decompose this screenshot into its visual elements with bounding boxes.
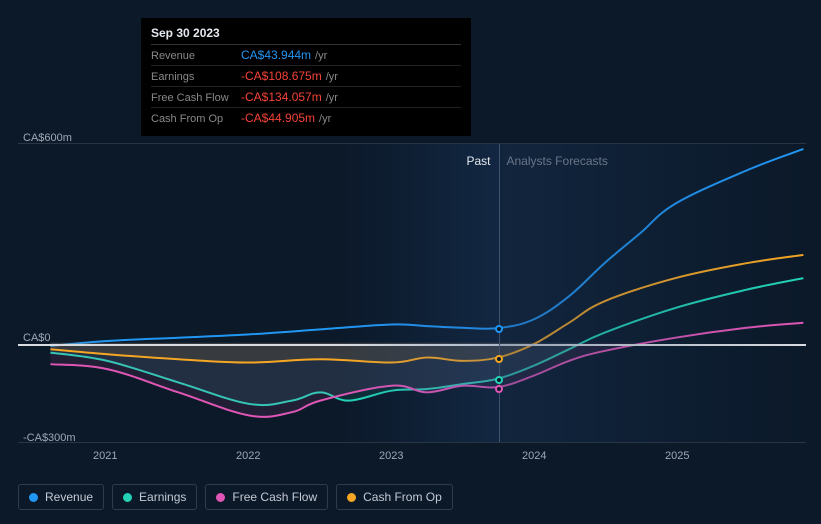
marker-free_cash_flow — [495, 385, 503, 393]
legend-swatch — [29, 493, 38, 502]
tooltip-metric-unit: /yr — [315, 50, 327, 62]
plot-area[interactable]: CA$600mCA$0-CA$300m20212022202320242025P… — [18, 143, 806, 443]
legend-item-free_cash_flow[interactable]: Free Cash Flow — [205, 484, 328, 510]
legend-swatch — [347, 493, 356, 502]
tooltip-metric-value: -CA$108.675m — [241, 69, 322, 83]
tooltip-metric-label: Earnings — [151, 71, 241, 83]
legend-swatch — [216, 493, 225, 502]
y-axis-label: CA$0 — [23, 332, 51, 344]
x-axis-label: 2022 — [236, 450, 260, 462]
tooltip-metric-unit: /yr — [319, 113, 331, 125]
chart-tooltip: Sep 30 2023 RevenueCA$43.944m/yrEarnings… — [141, 18, 471, 136]
tooltip-metric-value: -CA$44.905m — [241, 111, 315, 125]
marker-cash_from_op — [495, 355, 503, 363]
tooltip-metric-value: -CA$134.057m — [241, 90, 322, 104]
x-axis-label: 2025 — [665, 450, 689, 462]
legend-item-revenue[interactable]: Revenue — [18, 484, 104, 510]
x-axis-label: 2023 — [379, 450, 403, 462]
tooltip-metric-unit: /yr — [326, 92, 338, 104]
series-line-revenue — [50, 149, 803, 346]
tooltip-metric-label: Free Cash Flow — [151, 92, 241, 104]
tooltip-row: RevenueCA$43.944m/yr — [151, 45, 461, 66]
legend-label: Cash From Op — [363, 490, 442, 504]
tooltip-metric-label: Revenue — [151, 50, 241, 62]
tooltip-row: Earnings-CA$108.675m/yr — [151, 66, 461, 87]
tooltip-row: Free Cash Flow-CA$134.057m/yr — [151, 87, 461, 108]
legend-label: Revenue — [45, 490, 93, 504]
legend-label: Free Cash Flow — [232, 490, 317, 504]
forecast-label: Analysts Forecasts — [507, 154, 608, 168]
x-axis-label: 2024 — [522, 450, 546, 462]
past-forecast-divider — [499, 144, 500, 442]
earnings-revenue-chart: CA$600mCA$0-CA$300m20212022202320242025P… — [18, 125, 806, 445]
tooltip-metric-value: CA$43.944m — [241, 48, 311, 62]
y-axis-label: CA$600m — [23, 132, 72, 144]
tooltip-metric-unit: /yr — [326, 71, 338, 83]
tooltip-date: Sep 30 2023 — [151, 26, 461, 45]
tooltip-row: Cash From Op-CA$44.905m/yr — [151, 108, 461, 128]
past-label: Past — [467, 154, 491, 168]
x-axis-label: 2021 — [93, 450, 117, 462]
legend-label: Earnings — [139, 490, 186, 504]
y-axis-label: -CA$300m — [23, 432, 76, 444]
legend-item-earnings[interactable]: Earnings — [112, 484, 197, 510]
legend-item-cash_from_op[interactable]: Cash From Op — [336, 484, 453, 510]
chart-legend: Revenue Earnings Free Cash Flow Cash From O… — [18, 484, 453, 510]
marker-revenue — [495, 325, 503, 333]
legend-swatch — [123, 493, 132, 502]
marker-earnings — [495, 376, 503, 384]
tooltip-metric-label: Cash From Op — [151, 113, 241, 125]
zero-line — [18, 344, 806, 346]
chart-lines — [18, 144, 806, 442]
